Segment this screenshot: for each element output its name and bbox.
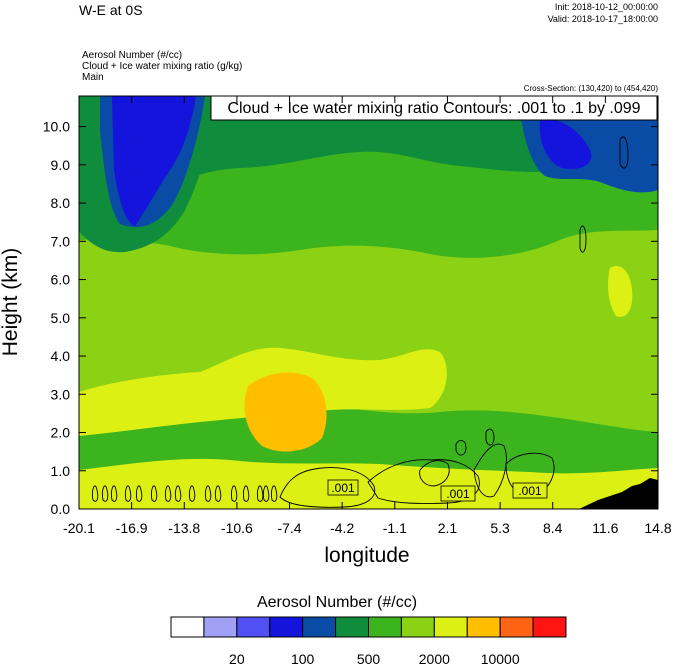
contour-line xyxy=(189,485,196,502)
x-tick-label: -10.6 xyxy=(221,520,253,536)
x-tick-label: -1.1 xyxy=(383,520,407,536)
contour-line xyxy=(215,485,222,502)
contour-line xyxy=(263,485,270,502)
colorbar-title: Aerosol Number (#/cc) xyxy=(256,594,418,611)
contour-line-label: .001 xyxy=(331,481,355,495)
y-tick-label: 4.0 xyxy=(51,348,71,364)
x-tick-label: 5.3 xyxy=(490,520,510,536)
x-tick-label: -4.2 xyxy=(330,520,354,536)
x-tick-label: 8.4 xyxy=(543,520,563,536)
contour-line xyxy=(271,485,278,502)
init-time: Init: 2018-10-12_00:00:00 xyxy=(554,2,658,12)
x-axis: -20.1 -16.9 -13.8 -10.6 -7.4 -4.2 -1.1 2.1 5.3 8.… xyxy=(63,96,672,536)
field-darkgreen-upper xyxy=(79,96,658,205)
field-label-aerosol: Aerosol Number (#/cc) xyxy=(82,50,183,61)
y-tick-label: 7.0 xyxy=(51,233,71,249)
contour-line xyxy=(473,443,507,498)
field-label-main: Main xyxy=(82,72,104,83)
field-orange-core xyxy=(244,372,327,452)
figure-title: W-E at 0S xyxy=(79,2,143,18)
y-tick-label: 1.0 xyxy=(51,463,71,479)
contour-line xyxy=(257,485,264,502)
x-axis-title: longitude xyxy=(324,544,409,567)
colorbar-tick-label: 20 xyxy=(229,651,245,667)
contour-line-labels: .001 .001 .001 xyxy=(327,479,548,502)
field-terrain xyxy=(579,478,658,509)
x-tick-label: 2.1 xyxy=(438,520,458,536)
x-tick-label: 11.6 xyxy=(592,520,618,536)
contour-line xyxy=(279,467,376,508)
y-axis: 0.0 1.0 2.0 3.0 4.0 5.0 6.0 7.0 8.0 9.0 10.0 xyxy=(43,119,658,517)
colorbar-swatch xyxy=(335,616,370,638)
colorbar-swatch xyxy=(433,616,468,638)
cloud-contours xyxy=(92,136,629,508)
colorbar-swatch xyxy=(400,616,435,638)
contour-line xyxy=(165,485,172,502)
contour-line xyxy=(231,485,238,502)
contour-line xyxy=(111,485,118,502)
valid-time: Valid: 2018-10-17_18:00:00 xyxy=(547,14,658,24)
contour-line xyxy=(455,440,467,456)
contour-label-box xyxy=(440,485,476,502)
y-tick-label: 8.0 xyxy=(51,195,71,211)
contour-info-text: Cloud + Ice water mixing ratio Contours:… xyxy=(227,100,640,117)
contour-line-label: .001 xyxy=(518,484,542,498)
contour-line xyxy=(205,485,212,502)
colorbar-swatch xyxy=(236,616,271,638)
colorbar-tick-label: 2000 xyxy=(419,651,450,667)
colorbar-tick-label: 100 xyxy=(291,651,315,667)
contour-line xyxy=(175,485,182,502)
field-blue-core xyxy=(112,96,196,226)
contour-line xyxy=(92,485,99,502)
field-label-cloud: Cloud + Ice water mixing ratio (g/kg) xyxy=(82,61,243,72)
x-tick-label: -16.9 xyxy=(116,520,148,536)
y-tick-label: 3.0 xyxy=(51,386,71,402)
colorbar-swatch xyxy=(170,616,205,638)
x-tick-label: -7.4 xyxy=(277,520,301,536)
y-tick-label: 6.0 xyxy=(51,272,71,288)
y-tick-label: 9.0 xyxy=(51,157,71,173)
contour-line xyxy=(619,136,629,169)
colorbar: 20 100 500 2000 10000 xyxy=(170,616,567,667)
field-yellow-right xyxy=(608,266,633,317)
cross-section-label: Cross-Section: (130,420) to (454,420) xyxy=(523,84,658,93)
contour-label-box xyxy=(512,482,548,499)
contour-label-box xyxy=(327,479,359,496)
contour-line xyxy=(136,485,143,502)
x-tick-label: -13.8 xyxy=(168,520,200,536)
colorbar-swatch xyxy=(269,616,304,638)
contour-line xyxy=(125,485,132,502)
y-tick-label: 0.0 xyxy=(51,501,71,517)
contour-line-label: .001 xyxy=(446,487,470,501)
contour-line xyxy=(579,225,587,253)
colorbar-tick-label: 500 xyxy=(357,651,381,667)
contour-info-box: Cloud + Ice water mixing ratio Contours:… xyxy=(210,95,658,121)
contour-line xyxy=(419,460,450,487)
y-axis-title: Height (km) xyxy=(0,248,22,357)
y-tick-label: 2.0 xyxy=(51,425,71,441)
contour-line xyxy=(102,485,109,502)
colorbar-swatch xyxy=(368,616,402,638)
colorbar-swatch xyxy=(466,616,501,638)
aerosol-field xyxy=(79,96,658,509)
y-tick-label: 10.0 xyxy=(43,119,70,135)
x-tick-label: -20.1 xyxy=(63,520,95,536)
colorbar-swatch xyxy=(302,616,337,638)
colorbar-swatch xyxy=(203,616,238,638)
colorbar-swatch xyxy=(499,616,534,638)
contour-line xyxy=(485,428,495,446)
x-tick-label: 14.8 xyxy=(644,520,671,536)
contour-line xyxy=(151,485,158,502)
y-tick-label: 5.0 xyxy=(51,310,71,326)
contour-line xyxy=(243,485,250,502)
colorbar-tick-label: 10000 xyxy=(481,651,520,667)
contour-line xyxy=(367,459,480,504)
field-blue-right xyxy=(539,119,592,170)
colorbar-swatch xyxy=(532,616,567,638)
